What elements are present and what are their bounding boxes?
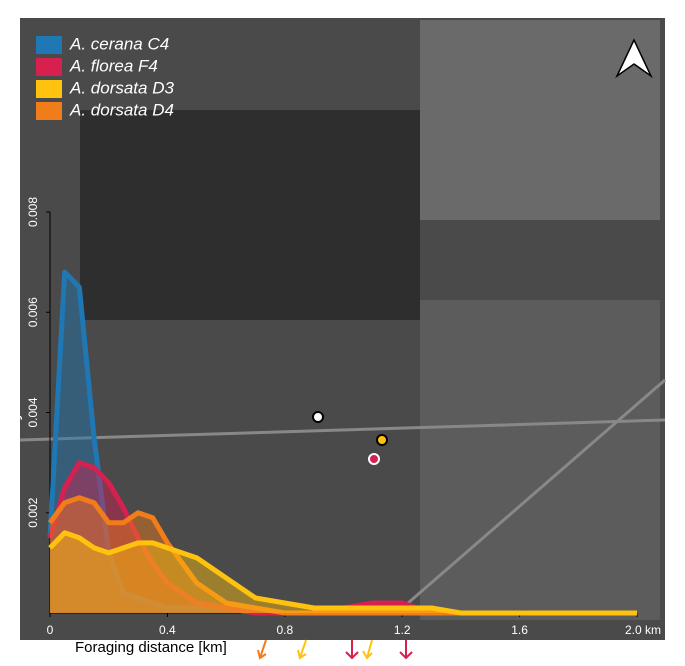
x-tick-label: 0.8 xyxy=(276,623,293,637)
density-area xyxy=(50,462,637,613)
plot: 0.002 0.004 0.006 0.008 0 0.4 0.8 1.2 1.6 2.0 km A… xyxy=(26,34,661,637)
map-road xyxy=(399,378,666,612)
colony-marker xyxy=(368,453,380,465)
legend-label: A. dorsata D3 xyxy=(69,78,174,97)
x-tick-label: 0.4 xyxy=(159,623,176,637)
map-urban xyxy=(420,300,660,620)
legend-swatch xyxy=(36,80,62,98)
density-area xyxy=(50,272,637,613)
legend-swatch xyxy=(36,102,62,120)
x-tick-label: 2.0 km xyxy=(625,623,661,637)
y-axis-label: Density xyxy=(3,411,22,468)
x-tick-label: 1.2 xyxy=(394,623,411,637)
colony-marker xyxy=(312,411,324,423)
x-tick-label: 0 xyxy=(47,623,54,637)
y-tick-label: 0.004 xyxy=(26,397,40,427)
y-tick-label: 0.006 xyxy=(26,297,40,327)
legend-swatch xyxy=(36,58,62,76)
y-tick-label: 0.002 xyxy=(26,497,40,527)
map-urban xyxy=(420,20,660,220)
arrows xyxy=(257,639,413,660)
north-arrow xyxy=(615,38,653,79)
legend-label: A. cerana C4 xyxy=(69,34,169,53)
colony-marker xyxy=(376,434,388,446)
y-tick-label: 0.008 xyxy=(26,197,40,227)
x-tick-label: 1.6 xyxy=(511,623,528,637)
legend-label: A. dorsata D4 xyxy=(69,100,174,119)
map-road xyxy=(19,418,666,442)
legend-swatch xyxy=(36,36,62,54)
legend-label: A. florea F4 xyxy=(69,56,158,75)
density-area xyxy=(50,532,637,613)
density-line xyxy=(48,530,637,616)
x-axis-label: Foraging distance [km] xyxy=(75,639,227,656)
map-forest xyxy=(80,110,420,320)
